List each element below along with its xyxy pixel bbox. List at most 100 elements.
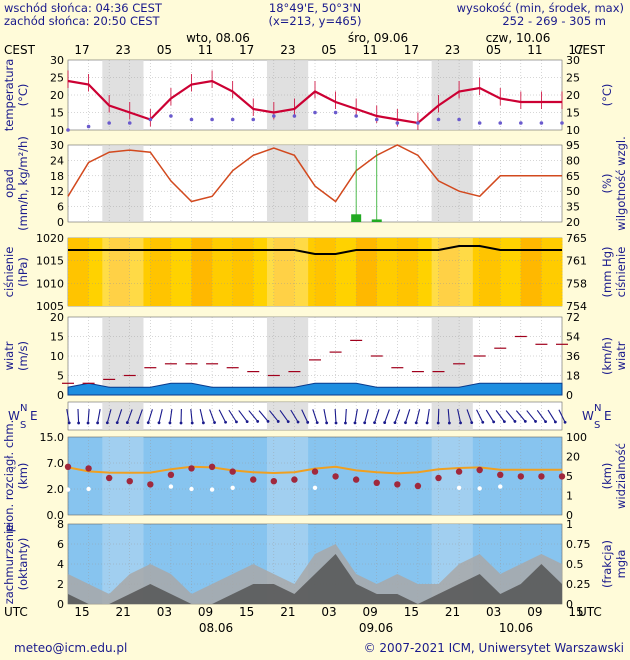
cloud-top-point — [250, 476, 257, 483]
wind-arrow-head — [115, 421, 119, 425]
side-label: (km) — [600, 463, 614, 490]
tick-label: 6 — [57, 538, 64, 551]
wind-arrow-head — [534, 420, 537, 423]
tick-label: 0 — [566, 598, 573, 611]
footer-copyright: © 2007-2021 ICM, Uniwersytet Warszawski — [364, 641, 624, 655]
side-label: zachmurzenie — [2, 524, 16, 605]
tick-label: 5 — [566, 470, 573, 483]
day-label-bottom: 09.06 — [359, 621, 393, 635]
tick-label: 0.0 — [47, 509, 65, 522]
wind-arrow-head — [96, 421, 100, 425]
tick-label: 6 — [57, 201, 64, 214]
wind-arrow — [147, 409, 153, 423]
wind-arrow-head — [86, 421, 90, 425]
wind-arrow — [374, 409, 380, 423]
sunrise-text: wschód słońca: 04:36 CEST — [4, 1, 163, 15]
tick-label: 72 — [566, 311, 580, 324]
day-label-top: śro, 09.06 — [348, 31, 408, 45]
tick-label: 4 — [57, 558, 64, 571]
hour-label-top: 05 — [321, 43, 336, 57]
cloud-top-point — [435, 474, 442, 482]
wind-arrow-head — [168, 421, 172, 425]
cloud-top-point — [558, 473, 566, 480]
elevation-label: wysokość (min, środek, max) — [457, 1, 624, 15]
hour-label-bottom: 03 — [486, 605, 501, 619]
wind-arrow — [323, 409, 328, 423]
pressure-band — [170, 238, 192, 306]
tick-label: 761 — [566, 255, 587, 268]
night-band — [102, 402, 144, 430]
cloud-base-point — [189, 486, 194, 492]
tick-label: 1010 — [36, 277, 64, 290]
cloud-top-point — [147, 481, 154, 488]
hour-label-bottom: 21 — [280, 605, 295, 619]
tick-label: 0 — [57, 389, 64, 402]
hour-label-top: 05 — [486, 43, 501, 57]
dewpoint-point — [477, 121, 482, 125]
dewpoint-point — [66, 128, 70, 132]
tick-label: 12 — [50, 185, 64, 198]
wind-arrow-head — [503, 420, 506, 424]
svg-text:N: N — [594, 403, 601, 414]
footer-email[interactable]: meteo@icm.edu.pl — [14, 641, 127, 655]
hour-label-bottom: 15 — [239, 605, 254, 619]
cloud-top-point — [352, 476, 360, 483]
tick-label: 30 — [50, 139, 64, 152]
tick-label: 1005 — [36, 300, 64, 313]
cloud-top-point — [497, 471, 504, 478]
wind-arrow — [199, 409, 204, 423]
cloud-top-point — [373, 479, 380, 486]
wind-arrow — [126, 409, 133, 423]
wind-arrow-head — [77, 421, 81, 425]
tick-label: 100 — [566, 431, 587, 444]
wind-arrow — [485, 409, 495, 423]
tick-label: 20 — [50, 311, 64, 324]
dewpoint-point — [457, 117, 461, 122]
wind-arrow-head — [425, 421, 429, 425]
pressure-band — [150, 238, 172, 306]
side-label: (°C) — [16, 84, 30, 107]
night-band — [431, 402, 473, 430]
wind-arrow — [466, 409, 473, 423]
wind-arrow — [457, 409, 462, 423]
wind-series — [62, 335, 568, 396]
cloud-base-point — [65, 487, 71, 492]
wind-arrow — [258, 410, 269, 422]
wind-arrow — [312, 409, 318, 423]
grid-text: (x=213, y=465) — [268, 14, 361, 28]
wind-arrow-head — [492, 420, 496, 424]
side-label: widzialność — [614, 443, 628, 509]
wind-direction-series — [66, 408, 567, 425]
wind-arrow-head — [447, 421, 451, 425]
wind-arrow — [547, 409, 556, 423]
dewpoint-point — [251, 117, 256, 122]
dewpoint-point — [519, 121, 523, 125]
wind-arrow — [526, 410, 536, 422]
wind-arrow — [415, 409, 421, 423]
tick-label: 18 — [50, 170, 64, 183]
cloud-top-point — [311, 468, 319, 475]
dewpoint-point — [127, 121, 132, 125]
wind-arrow-head — [344, 421, 347, 425]
hour-label-bottom: 15 — [404, 605, 419, 619]
wind-arrow-head — [157, 421, 161, 425]
pressure-line — [68, 245, 562, 255]
wind-arrow-head — [67, 421, 71, 425]
cloud-base-point — [312, 485, 318, 490]
cloud-base-point — [209, 487, 215, 492]
hour-label-top: 17 — [568, 43, 583, 57]
cloud-top-point — [270, 478, 278, 485]
wind-arrow — [394, 409, 401, 423]
wind-arrow-head — [286, 420, 290, 424]
hour-label-bottom: 15 — [74, 605, 89, 619]
wind-arrow — [158, 409, 163, 423]
hour-label-top: 05 — [157, 43, 172, 57]
hour-label-top: 23 — [280, 43, 295, 57]
wind-area — [67, 382, 563, 396]
dewpoint-point — [333, 110, 338, 115]
pressure-band — [397, 238, 419, 306]
dewpoint-point — [436, 117, 441, 122]
night-band — [266, 145, 309, 222]
wind-arrow-head — [554, 420, 557, 424]
tick-label: 754 — [566, 300, 587, 313]
